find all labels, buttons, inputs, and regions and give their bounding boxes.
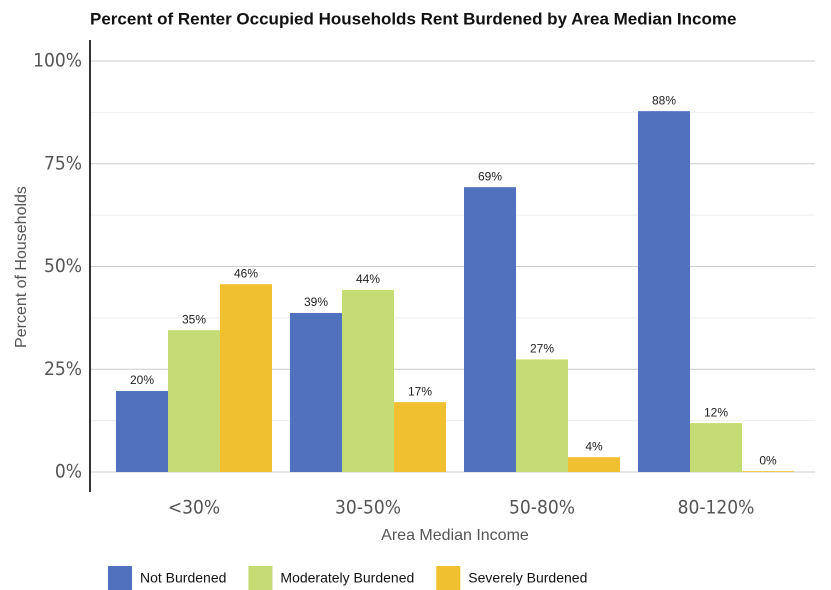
bar [690, 423, 742, 472]
legend-label: Severely Burdened [468, 570, 587, 586]
bar [394, 402, 446, 472]
y-tick-label: 75% [44, 152, 82, 174]
value-label: 0% [759, 453, 777, 467]
x-tick-label: 80-120% [678, 497, 755, 519]
bar [516, 359, 568, 472]
legend-label: Not Burdened [140, 570, 226, 586]
x-tick-label: 30-50% [335, 497, 401, 519]
bar [168, 330, 220, 472]
y-tick-label: 100% [33, 50, 82, 72]
value-label: 88% [652, 93, 676, 107]
legend-swatch [248, 566, 273, 590]
x-axis-title: Area Median Income [381, 527, 529, 544]
value-label: 27% [530, 342, 554, 356]
y-tick-label: 0% [55, 461, 82, 483]
value-label: 12% [704, 405, 728, 419]
value-label: 35% [182, 312, 206, 326]
value-label: 44% [356, 272, 380, 286]
x-tick-label: 50-80% [509, 497, 575, 519]
bar [220, 284, 272, 472]
bar [742, 471, 794, 472]
value-label: 4% [585, 439, 603, 453]
bar [464, 187, 516, 472]
y-tick-label: 25% [44, 358, 82, 380]
value-label: 46% [234, 266, 258, 280]
bar [116, 391, 168, 472]
y-tick-label: 50% [44, 255, 82, 277]
bar [638, 111, 690, 472]
legend-swatch [436, 566, 461, 590]
bar [568, 457, 620, 472]
bar [290, 312, 342, 472]
value-label: 39% [304, 295, 328, 309]
value-label: 20% [130, 373, 154, 387]
bar [342, 289, 394, 472]
value-label: 69% [478, 169, 502, 183]
x-tick-label: <30% [168, 497, 220, 519]
y-axis-title: Percent of Households [13, 186, 30, 348]
chart-title: Percent of Renter Occupied Households Re… [90, 9, 736, 28]
legend-label: Moderately Burdened [280, 570, 414, 586]
value-label: 17% [408, 384, 432, 398]
legend-swatch [108, 566, 132, 590]
